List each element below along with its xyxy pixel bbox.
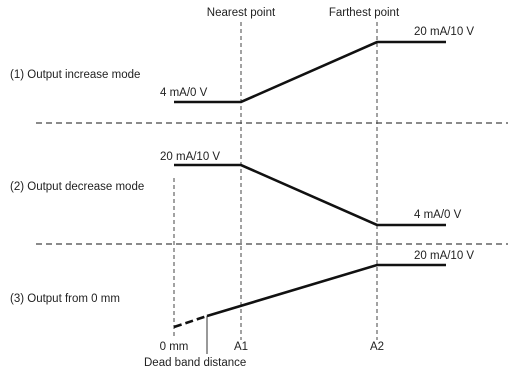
dead-band-label: Dead band distance xyxy=(144,357,246,369)
farthest-point-label: Farthest point xyxy=(329,7,400,19)
mode1-low-label: 4 mA/0 V xyxy=(160,87,208,99)
mode2-high-label: 20 mA/10 V xyxy=(160,151,220,163)
mode2-title: (2) Output decrease mode xyxy=(10,181,144,193)
mode2-output-line xyxy=(174,163,446,227)
mode3-dead-band-segment xyxy=(173,314,208,329)
mode1-high-label: 20 mA/10 V xyxy=(414,26,474,38)
nearest-point-label: Nearest point xyxy=(207,7,276,19)
mode1-output-line xyxy=(174,40,446,104)
zero-mm-label: 0 mm xyxy=(160,341,189,353)
mode2-low-label: 4 mA/0 V xyxy=(414,209,462,221)
a2-label: A2 xyxy=(370,341,384,353)
mode3-high-label: 20 mA/10 V xyxy=(414,250,474,262)
a1-label: A1 xyxy=(234,341,248,353)
mode3-output-line xyxy=(206,263,446,318)
mode3-title: (3) Output from 0 mm xyxy=(10,293,120,305)
mode1-title: (1) Output increase mode xyxy=(10,69,140,81)
